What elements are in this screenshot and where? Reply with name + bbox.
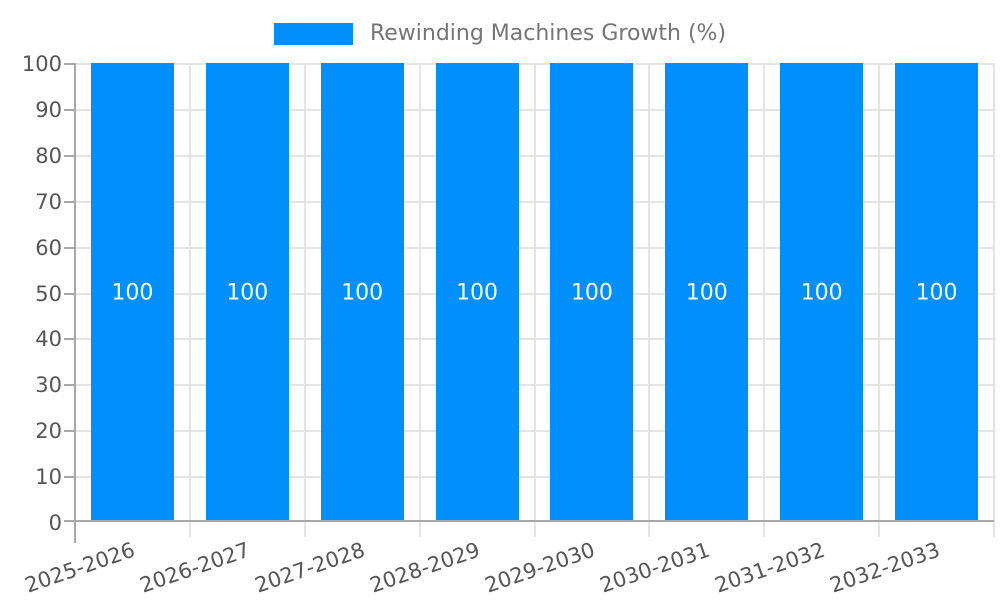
y-axis-label-20: 20 xyxy=(35,419,62,444)
bar-value-label: 100 xyxy=(226,280,269,305)
y-tick xyxy=(64,292,74,295)
y-tick xyxy=(64,430,74,433)
y-tick xyxy=(64,154,74,157)
gridline-x xyxy=(648,63,651,537)
gridline-x xyxy=(188,63,191,537)
gridline-x xyxy=(303,63,306,537)
bar-2025-2026[interactable]: 100 xyxy=(90,63,174,522)
y-tick xyxy=(64,108,74,111)
bar-value-label: 100 xyxy=(685,280,728,305)
y-axis-label-60: 60 xyxy=(35,235,62,260)
y-tick xyxy=(64,520,74,522)
bar-2027-2028[interactable]: 100 xyxy=(320,63,404,522)
gridline-x xyxy=(763,63,766,537)
y-axis-label-0: 0 xyxy=(48,511,62,535)
y-tick xyxy=(64,63,74,65)
bar-value-label: 100 xyxy=(915,280,958,305)
gridline-x xyxy=(418,63,421,537)
legend: Rewinding Machines Growth (%) xyxy=(0,21,1000,46)
bar-2028-2029[interactable]: 100 xyxy=(435,63,519,522)
y-tick xyxy=(64,476,74,479)
y-tick xyxy=(64,246,74,249)
bar-2026-2027[interactable]: 100 xyxy=(205,63,289,522)
y-axis-label-30: 30 xyxy=(35,373,62,398)
legend-label: Rewinding Machines Growth (%) xyxy=(369,21,727,46)
y-tick xyxy=(64,200,74,203)
bar-value-label: 100 xyxy=(570,280,613,305)
y-axis-label-100: 100 xyxy=(21,52,62,76)
y-tick xyxy=(64,338,74,341)
gridline-x xyxy=(878,63,881,537)
y-axis-label-10: 10 xyxy=(35,465,62,490)
bar-2031-2032[interactable]: 100 xyxy=(780,63,864,522)
legend-swatch-icon xyxy=(273,22,353,45)
y-tick xyxy=(64,384,74,387)
bar-2029-2030[interactable]: 100 xyxy=(550,63,634,522)
bar-value-label: 100 xyxy=(800,280,843,305)
bar-value-label: 100 xyxy=(111,280,154,305)
bar-2030-2031[interactable]: 100 xyxy=(665,63,749,522)
bar-value-label: 100 xyxy=(341,280,384,305)
x-axis-line xyxy=(75,520,994,522)
plot-area: 100 100 100 100 100 100 100 100 xyxy=(64,63,995,543)
gridline-x xyxy=(993,63,995,537)
legend-item[interactable]: Rewinding Machines Growth (%) xyxy=(273,21,727,46)
y-axis-label-90: 90 xyxy=(35,97,62,122)
y-axis-label-40: 40 xyxy=(35,327,62,352)
bar-2032-2033[interactable]: 100 xyxy=(895,63,979,522)
y-axis-label-50: 50 xyxy=(35,281,62,306)
y-axis-line xyxy=(74,63,76,543)
gridline-x xyxy=(533,63,536,537)
bar-value-label: 100 xyxy=(456,280,499,305)
y-axis-label-80: 80 xyxy=(35,143,62,168)
y-axis-label-70: 70 xyxy=(35,189,62,214)
